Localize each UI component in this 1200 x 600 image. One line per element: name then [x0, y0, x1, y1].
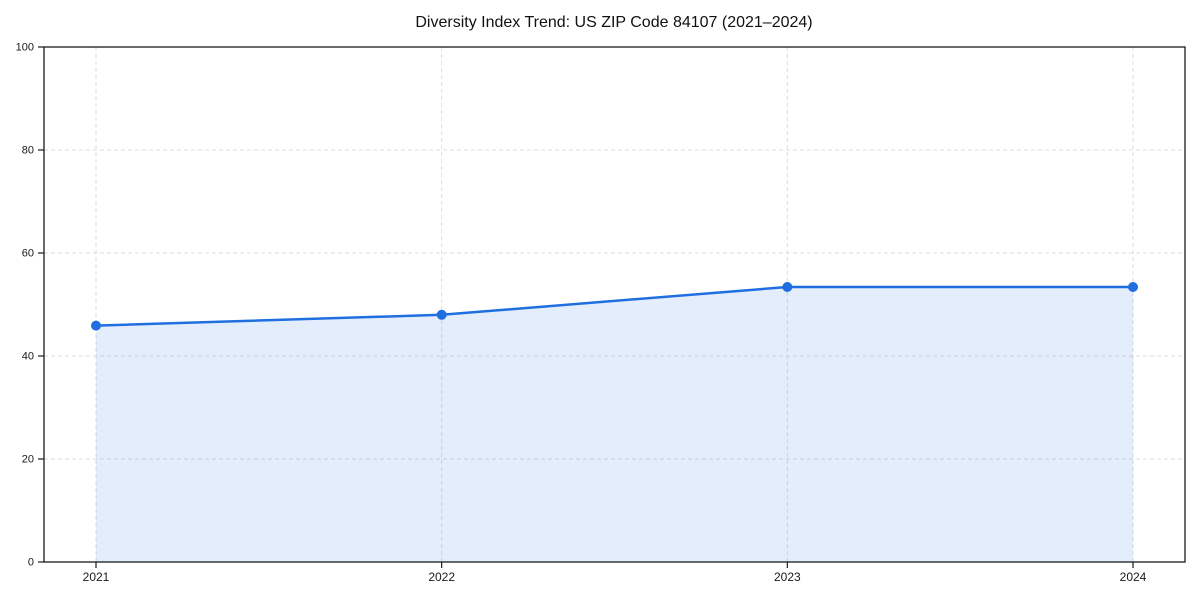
- y-tick-label: 0: [28, 557, 34, 569]
- area-fill: [96, 286, 1133, 562]
- x-tick-label: 2023: [774, 570, 801, 584]
- chart-title: Diversity Index Trend: US ZIP Code 84107…: [415, 14, 812, 31]
- y-tick-label: 60: [22, 248, 34, 260]
- data-point-marker: [91, 320, 101, 331]
- y-tick-label: 80: [22, 145, 34, 157]
- x-tick-label: 2021: [83, 570, 110, 584]
- x-tick-label: 2024: [1120, 570, 1147, 584]
- y-tick-label: 20: [22, 454, 34, 466]
- grid-layer: [44, 46, 1185, 563]
- data-point-marker: [1128, 281, 1138, 292]
- y-tick-label: 100: [16, 42, 34, 54]
- data-point-marker: [436, 309, 447, 320]
- x-tick-label: 2022: [428, 570, 455, 584]
- trend-line: [94, 285, 1135, 327]
- line-layer: [91, 281, 1138, 331]
- data-point-marker: [782, 281, 793, 292]
- area-layer: [96, 286, 1133, 562]
- tick-layer: 0 20 40 60 80 100 2021 2022 2023 2024: [16, 42, 1147, 584]
- frame-layer: [43, 46, 1186, 563]
- axis-frame: [43, 46, 1186, 563]
- y-tick-label: 40: [22, 351, 34, 363]
